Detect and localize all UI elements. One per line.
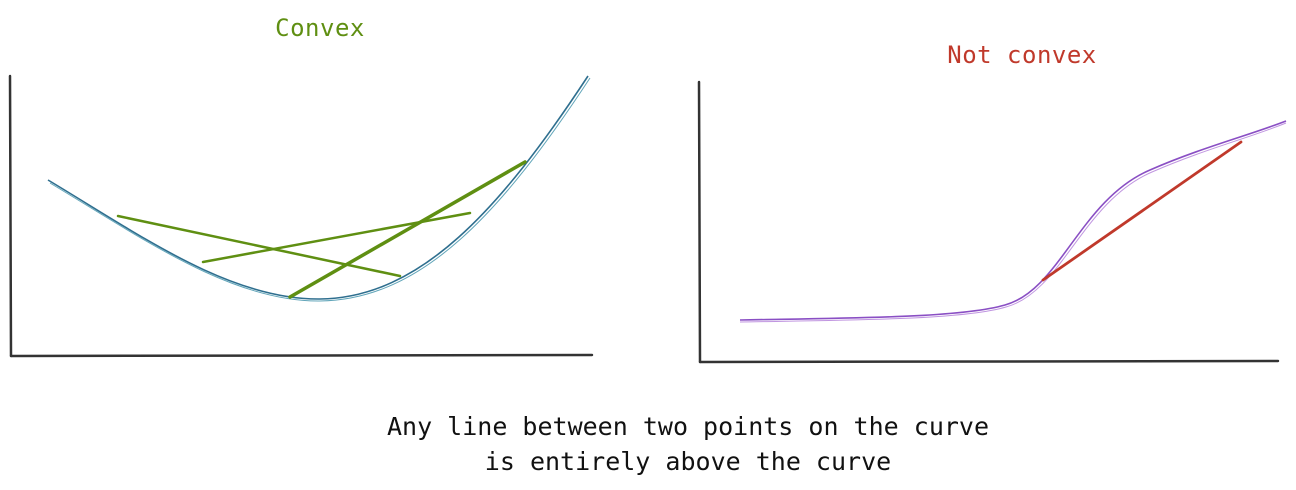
convex-title: Convex: [275, 14, 365, 42]
not-convex-panel: Not convex: [697, 41, 1287, 364]
convex-curve: [47, 75, 589, 300]
not-convex-y-axis: [697, 80, 702, 364]
sigmoid-curve-sketch: [739, 122, 1287, 323]
sigmoid-curve: [739, 120, 1287, 321]
convex-x-axis: [9, 353, 594, 358]
convex-chord-3: [288, 160, 527, 299]
not-convex-title: Not convex: [947, 41, 1097, 69]
convex-y-axis: [8, 74, 13, 358]
caption-line-1: Any line between two points on the curve: [387, 412, 989, 441]
convex-chord-1: [116, 214, 402, 278]
caption-line-2: is entirely above the curve: [485, 447, 891, 476]
not-convex-x-axis: [698, 359, 1280, 364]
not-convex-chord: [1041, 140, 1243, 282]
convex-curve-sketch: [49, 77, 591, 302]
convex-panel: Convex: [8, 14, 594, 358]
convex-chord-2: [201, 211, 472, 264]
